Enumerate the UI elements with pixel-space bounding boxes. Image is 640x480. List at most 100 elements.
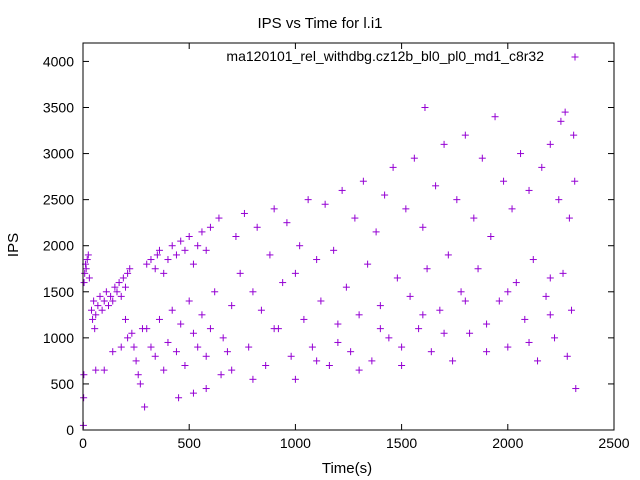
data-point (223, 348, 231, 356)
data-point (172, 348, 180, 356)
data-point (202, 246, 210, 254)
data-point (512, 279, 520, 287)
legend: ma120101_rel_withdbg.cz12b_bl0_pl0_md1_c… (226, 48, 579, 64)
data-point (124, 269, 132, 277)
data-point (257, 306, 265, 314)
data-point (202, 385, 210, 393)
data-point (206, 223, 214, 231)
data-point (249, 375, 257, 383)
data-point (546, 311, 554, 319)
data-point (134, 371, 142, 379)
data-point (504, 288, 512, 296)
data-point (419, 223, 427, 231)
data-point (87, 306, 95, 314)
data-point (559, 269, 567, 277)
data-point (194, 242, 202, 250)
data-point (124, 334, 132, 342)
data-point (491, 113, 499, 121)
data-point (436, 306, 444, 314)
data-point (160, 269, 168, 277)
data-point (115, 279, 123, 287)
y-tick-label: 2500 (43, 192, 74, 208)
data-point (563, 352, 571, 360)
data-point (117, 292, 125, 300)
data-point (338, 186, 346, 194)
data-point (421, 104, 429, 111)
data-point (189, 260, 197, 268)
y-tick-label: 0 (66, 422, 74, 438)
data-point (177, 237, 185, 245)
data-point (555, 196, 563, 204)
data-point (521, 315, 529, 323)
data-point (453, 196, 461, 204)
data-point (525, 338, 533, 346)
data-point (313, 256, 321, 264)
data-point (381, 191, 389, 199)
data-points (79, 104, 580, 429)
data-point (423, 265, 431, 273)
data-point (402, 205, 410, 213)
data-point (164, 338, 172, 346)
data-point (185, 233, 193, 240)
data-point (296, 242, 304, 250)
data-point (111, 283, 119, 291)
data-point (89, 315, 97, 323)
data-point (313, 357, 321, 365)
data-point (517, 150, 525, 158)
data-point (529, 256, 537, 264)
data-point (194, 343, 202, 351)
data-point (113, 288, 121, 296)
data-point (147, 343, 155, 351)
data-point (109, 297, 117, 305)
data-point (232, 233, 240, 240)
data-point (266, 251, 274, 259)
data-point (270, 325, 278, 333)
data-point (546, 140, 554, 148)
data-point (198, 228, 206, 236)
data-point (376, 325, 384, 333)
data-point (217, 371, 225, 379)
data-point (347, 348, 355, 356)
data-point (168, 306, 176, 314)
x-tick-label: 500 (178, 435, 202, 451)
data-point (461, 131, 469, 139)
data-point (80, 279, 88, 287)
data-point (368, 357, 376, 365)
data-point (181, 246, 189, 254)
data-point (568, 306, 576, 314)
axis-ticks: 0 500 1000 1500 2000 2500 0 500 1000 1500 2000 2500… (43, 43, 630, 451)
data-point (262, 362, 270, 369)
data-point (270, 205, 278, 213)
data-point (228, 302, 236, 310)
data-point (410, 154, 418, 162)
data-point (164, 256, 172, 264)
data-point (151, 265, 159, 273)
data-point (189, 329, 197, 337)
y-tick-label: 500 (51, 376, 75, 392)
data-point (461, 297, 469, 305)
data-point (141, 403, 149, 411)
data-point (153, 251, 161, 259)
data-point (557, 117, 565, 125)
data-point (181, 362, 189, 369)
data-point (432, 182, 440, 190)
data-point (211, 288, 219, 296)
data-point (177, 320, 185, 328)
data-point (128, 329, 136, 337)
data-point (121, 315, 129, 323)
data-point (300, 315, 308, 323)
data-point (283, 219, 291, 227)
data-point (474, 265, 482, 273)
data-point (376, 302, 384, 310)
data-point (206, 325, 214, 333)
data-point (228, 366, 236, 374)
data-point (132, 357, 140, 365)
data-point (415, 325, 423, 333)
data-point (185, 297, 193, 305)
data-point (80, 394, 88, 402)
data-point (98, 306, 106, 314)
data-point (538, 163, 546, 171)
data-point (96, 292, 104, 300)
data-point (389, 163, 397, 171)
legend-marker-plus (571, 53, 579, 61)
